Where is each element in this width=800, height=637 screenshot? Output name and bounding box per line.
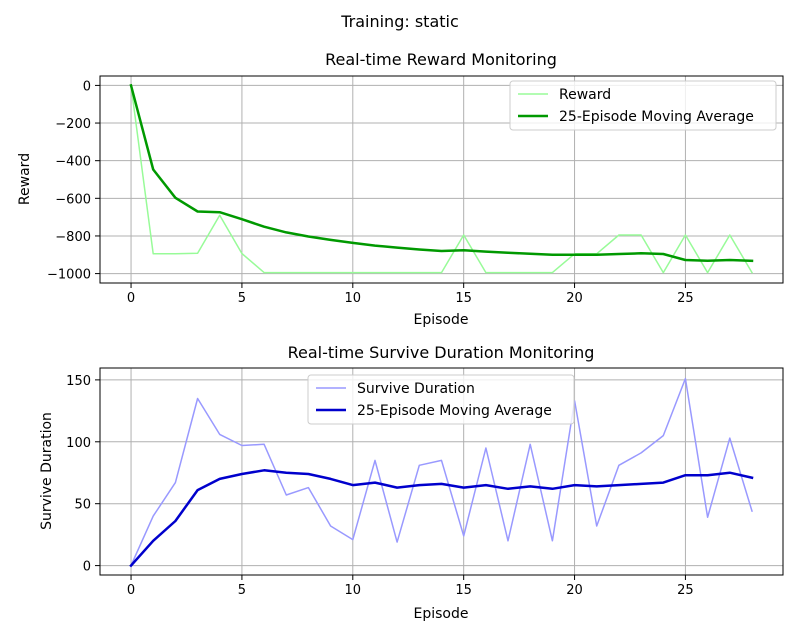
reward-ytick-label: −400: [55, 155, 91, 170]
reward-chart: Real-time Reward Monitoring Episode Rewa…: [17, 50, 784, 328]
reward-chart-xlabel: Episode: [414, 312, 469, 328]
duration-axes-frame: [99, 367, 784, 576]
duration-ytick-label: 0: [83, 560, 91, 575]
reward-ytick-label: 0: [83, 79, 91, 94]
duration-legend-box: [307, 374, 575, 425]
duration-series-line-0: [130, 377, 753, 567]
reward-axes-frame: [99, 75, 784, 284]
reward-chart-title: Real-time Reward Monitoring: [325, 50, 557, 69]
reward-ytick-label: −800: [55, 230, 91, 245]
duration-xtick-label: 15: [455, 583, 472, 598]
duration-ytick-label: 50: [74, 498, 91, 513]
duration-ytick-label: 150: [66, 374, 91, 389]
duration-legend-label-1: 25-Episode Moving Average: [357, 403, 552, 419]
reward-xtick-label: 15: [455, 291, 472, 306]
reward-series-line-1: [129, 83, 754, 263]
reward-legend-label-1: 25-Episode Moving Average: [559, 109, 754, 125]
reward-ytick-label: −1000: [47, 268, 91, 283]
duration-chart-xlabel: Episode: [414, 606, 469, 622]
reward-xtick-label: 25: [677, 291, 694, 306]
duration-xtick-label: 25: [677, 583, 694, 598]
reward-ytick-label: −200: [55, 117, 91, 132]
reward-legend-label-0: Reward: [559, 87, 611, 103]
duration-xtick-label: 10: [345, 583, 362, 598]
duration-xtick-label: 5: [238, 583, 246, 598]
reward-xtick-label: 10: [345, 291, 362, 306]
duration-ytick-label: 100: [66, 436, 91, 451]
duration-chart: Real-time Survive Duration Monitoring Ep…: [39, 343, 784, 622]
duration-xtick-label: 0: [127, 583, 135, 598]
reward-series-line-0: [130, 84, 754, 274]
figure-suptitle: Training: static: [340, 12, 459, 31]
reward-xtick-label: 5: [238, 291, 246, 306]
reward-ytick-label: −600: [55, 192, 91, 207]
duration-legend: Survive Duration 25-Episode Moving Avera…: [307, 374, 575, 425]
duration-xtick-label: 20: [566, 583, 583, 598]
duration-legend-label-0: Survive Duration: [357, 381, 475, 397]
reward-legend-box: [509, 80, 777, 131]
reward-xtick-label: 0: [127, 291, 135, 306]
reward-legend: Reward 25-Episode Moving Average: [509, 80, 777, 131]
reward-chart-ylabel: Reward: [17, 153, 33, 205]
duration-series-line-1: [129, 469, 754, 568]
duration-chart-title: Real-time Survive Duration Monitoring: [288, 343, 595, 362]
duration-chart-ylabel: Survive Duration: [39, 412, 55, 530]
reward-xtick-label: 20: [566, 291, 583, 306]
